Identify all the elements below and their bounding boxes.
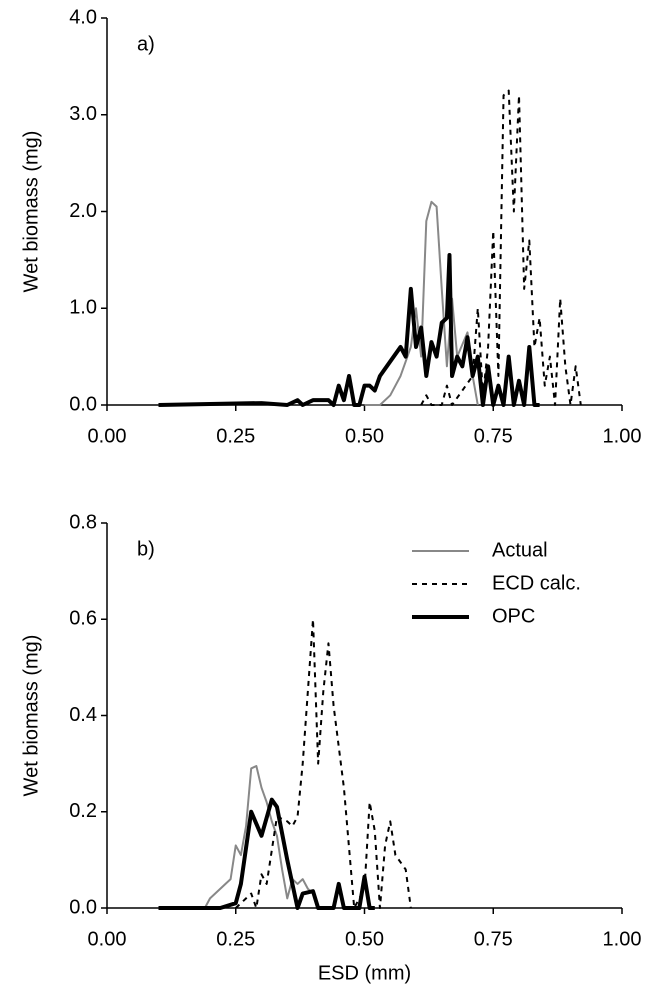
x-tick-label: 0.75	[474, 928, 513, 950]
y-tick-label: 3.0	[69, 103, 97, 125]
y-tick-label: 0.4	[69, 704, 97, 726]
y-tick-label: 4.0	[69, 6, 97, 28]
legend-label: Actual	[492, 539, 548, 561]
series-line	[420, 89, 582, 406]
legend-label: ECD calc.	[492, 572, 581, 594]
x-tick-label: 1.00	[603, 425, 642, 447]
y-axis-label: Wet biomass (mg)	[20, 131, 42, 293]
y-tick-label: 0.6	[69, 608, 97, 630]
series-line	[158, 253, 540, 407]
x-tick-label: 0.75	[474, 425, 513, 447]
x-tick-label: 1.00	[603, 928, 642, 950]
series-line	[158, 797, 375, 910]
x-tick-label: 0.25	[216, 425, 255, 447]
x-tick-label: 0.00	[88, 928, 127, 950]
series-line	[235, 618, 412, 909]
y-tick-label: 0.0	[69, 896, 97, 918]
y-tick-label: 2.0	[69, 200, 97, 222]
legend-label: OPC	[492, 605, 535, 627]
y-tick-label: 0.0	[69, 393, 97, 415]
panel-label: a)	[137, 33, 155, 55]
y-tick-label: 0.2	[69, 800, 97, 822]
x-axis-label: ESD (mm)	[318, 962, 411, 984]
y-tick-label: 1.0	[69, 297, 97, 319]
y-tick-label: 0.8	[69, 511, 97, 533]
series-line	[364, 200, 479, 406]
x-tick-label: 0.50	[345, 425, 384, 447]
y-axis-label: Wet biomass (mg)	[20, 635, 42, 797]
panel-label: b)	[137, 538, 155, 560]
x-tick-label: 0.50	[345, 928, 384, 950]
x-tick-label: 0.25	[216, 928, 255, 950]
series-line	[158, 765, 324, 909]
x-tick-label: 0.00	[88, 425, 127, 447]
